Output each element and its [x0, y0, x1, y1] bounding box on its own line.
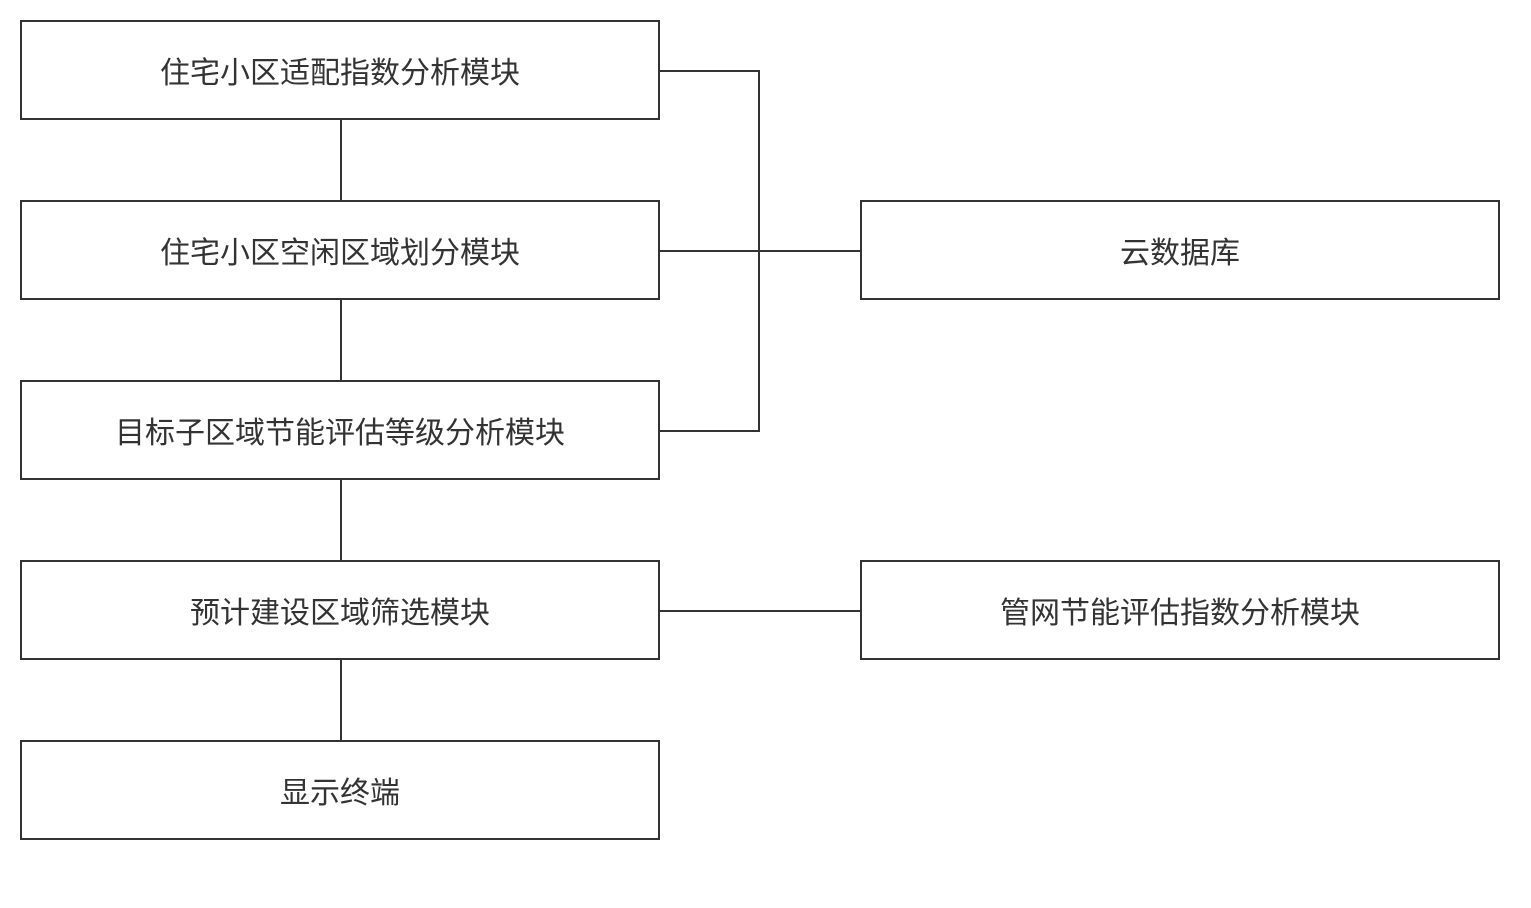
connector-h-mid	[660, 430, 760, 432]
node-label: 管网节能评估指数分析模块	[1000, 588, 1360, 632]
connector-v-top-bus	[758, 70, 760, 252]
node-energy-assessment: 目标子区域节能评估等级分析模块	[20, 380, 660, 480]
connector-v1	[340, 120, 342, 200]
node-label: 云数据库	[1120, 228, 1240, 272]
node-construction-filter: 预计建设区域筛选模块	[20, 560, 660, 660]
node-adaptation-analysis: 住宅小区适配指数分析模块	[20, 20, 660, 120]
connector-h-pipe	[660, 610, 860, 612]
flowchart-container: 住宅小区适配指数分析模块 住宅小区空闲区域划分模块 目标子区域节能评估等级分析模…	[0, 0, 1531, 908]
node-label: 目标子区域节能评估等级分析模块	[115, 408, 565, 452]
node-label: 住宅小区适配指数分析模块	[160, 48, 520, 92]
node-label: 显示终端	[280, 768, 400, 812]
connector-v4	[340, 660, 342, 740]
connector-h-db	[660, 250, 860, 252]
connector-v2	[340, 300, 342, 380]
node-label: 预计建设区域筛选模块	[190, 588, 490, 632]
connector-h-top	[660, 70, 760, 72]
connector-v-mid-bus	[758, 250, 760, 432]
node-pipe-network-analysis: 管网节能评估指数分析模块	[860, 560, 1500, 660]
node-label: 住宅小区空闲区域划分模块	[160, 228, 520, 272]
node-display-terminal: 显示终端	[20, 740, 660, 840]
node-idle-area-division: 住宅小区空闲区域划分模块	[20, 200, 660, 300]
node-cloud-database: 云数据库	[860, 200, 1500, 300]
connector-v3	[340, 480, 342, 560]
